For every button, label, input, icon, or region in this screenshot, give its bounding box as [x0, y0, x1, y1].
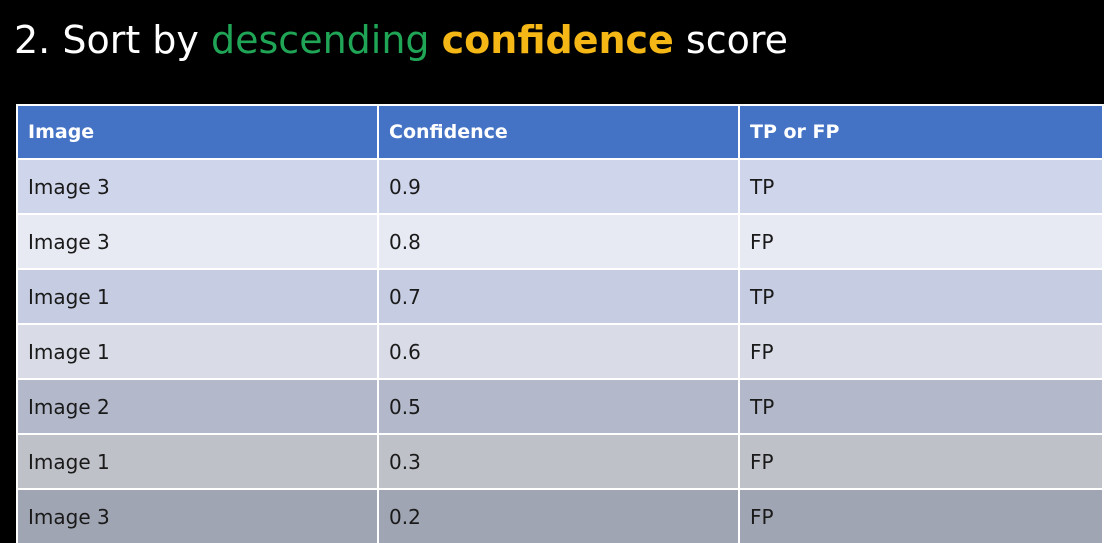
table-row: Image 3 0.9 TP [16, 158, 1104, 215]
table-row: Image 1 0.7 TP [16, 268, 1104, 325]
cell-confidence: 0.2 [377, 488, 740, 543]
column-header-tp-or-fp: TP or FP [738, 104, 1104, 160]
title-highlight-descending: descending [211, 18, 430, 62]
table-row: Image 1 0.6 FP [16, 323, 1104, 380]
table-row: Image 3 0.2 FP [16, 488, 1104, 543]
cell-confidence: 0.8 [377, 213, 740, 270]
cell-confidence: 0.9 [377, 158, 740, 215]
cell-tp-or-fp: TP [738, 378, 1104, 435]
cell-image: Image 3 [16, 488, 379, 543]
table-row: Image 2 0.5 TP [16, 378, 1104, 435]
cell-image: Image 3 [16, 213, 379, 270]
cell-tp-or-fp: FP [738, 433, 1104, 490]
cell-tp-or-fp: TP [738, 268, 1104, 325]
cell-image: Image 3 [16, 158, 379, 215]
header-row: Image Confidence TP or FP [16, 104, 1104, 160]
cell-tp-or-fp: FP [738, 488, 1104, 543]
table-row: Image 3 0.8 FP [16, 213, 1104, 270]
cell-confidence: 0.7 [377, 268, 740, 325]
slide-title: 2. Sort by descending confidence score [14, 12, 788, 68]
title-suffix: score [673, 18, 789, 62]
column-header-confidence: Confidence [377, 104, 740, 160]
cell-image: Image 1 [16, 268, 379, 325]
title-prefix: 2. Sort by [14, 18, 211, 62]
cell-tp-or-fp: TP [738, 158, 1104, 215]
cell-confidence: 0.5 [377, 378, 740, 435]
title-highlight-confidence: confidence [441, 18, 674, 62]
cell-image: Image 2 [16, 378, 379, 435]
cell-tp-or-fp: FP [738, 213, 1104, 270]
title-space [430, 18, 442, 62]
cell-image: Image 1 [16, 323, 379, 380]
table-row: Image 1 0.3 FP [16, 433, 1104, 490]
detections-table: Image Confidence TP or FP Image 3 0.9 TP… [16, 104, 1104, 543]
cell-confidence: 0.3 [377, 433, 740, 490]
cell-image: Image 1 [16, 433, 379, 490]
cell-tp-or-fp: FP [738, 323, 1104, 380]
column-header-image: Image [16, 104, 379, 160]
cell-confidence: 0.6 [377, 323, 740, 380]
table-header: Image Confidence TP or FP [16, 104, 1104, 160]
table-body: Image 3 0.9 TP Image 3 0.8 FP Image 1 0.… [16, 158, 1104, 543]
